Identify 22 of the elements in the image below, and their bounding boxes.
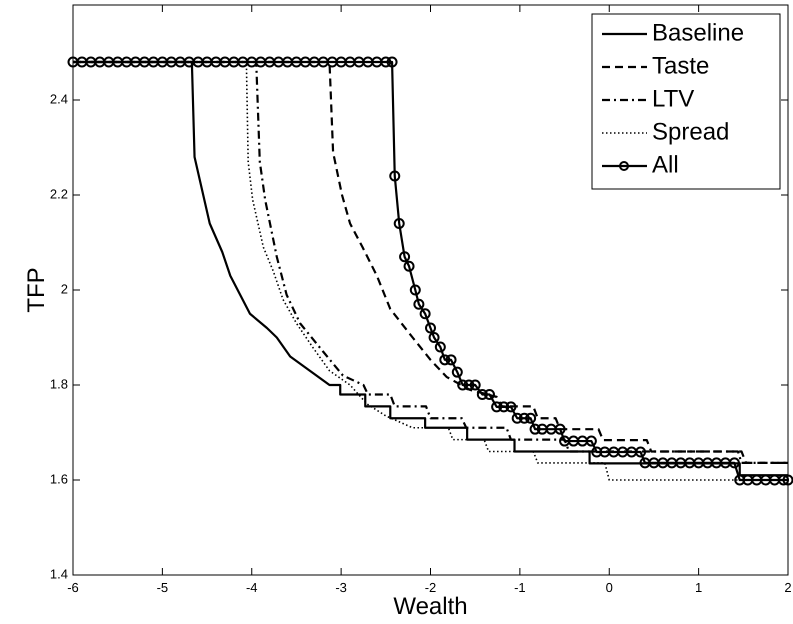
y-tick-label: 1.8	[50, 376, 68, 392]
x-tick-label: -1	[514, 580, 526, 595]
x-tick-label: 2	[784, 580, 792, 595]
y-tick-label: 1.4	[50, 566, 68, 582]
legend-label: All	[652, 151, 679, 178]
y-tick-label: 2	[60, 281, 68, 296]
legend-label: Spread	[652, 118, 730, 146]
x-tick-label: -5	[156, 580, 168, 595]
y-tick-label: 2.2	[50, 186, 68, 202]
legend-label: LTV	[652, 85, 694, 112]
y-tick-label: 1.6	[50, 471, 68, 486]
x-tick-label: -6	[67, 580, 79, 595]
x-tick-label: -2	[424, 580, 436, 595]
y-tick-label: 2.4	[50, 91, 68, 106]
x-axis-title: Wealth	[393, 593, 468, 620]
x-tick-label: -3	[335, 580, 347, 595]
x-tick-label: 1	[695, 580, 702, 595]
x-tick-label: 0	[606, 580, 613, 595]
x-tick-label: -4	[246, 580, 258, 595]
legend-label: Baseline	[652, 19, 744, 46]
y-axis-title: TFP	[23, 267, 50, 313]
legend-label: Taste	[652, 52, 710, 80]
